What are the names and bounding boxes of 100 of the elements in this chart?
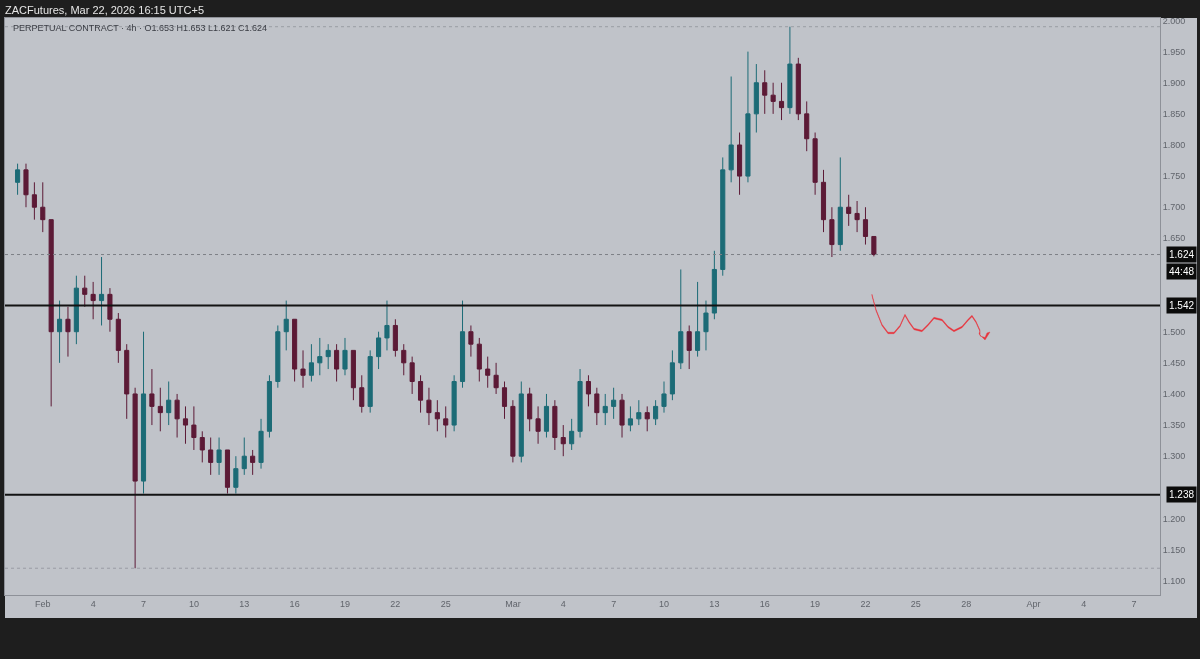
x-tick-label: 4 — [1081, 598, 1087, 609]
candlestick — [602, 393, 608, 426]
candlestick — [367, 349, 373, 414]
candlestick — [653, 399, 659, 426]
candlestick — [140, 331, 147, 495]
candlestick — [392, 318, 398, 358]
candlestick — [451, 374, 457, 432]
candlestick — [258, 418, 264, 470]
x-tick-label: 19 — [810, 598, 821, 609]
y-tick-label: 1.500 — [1162, 326, 1186, 337]
candlestick — [166, 381, 172, 426]
candlestick — [149, 368, 155, 426]
candlestick — [401, 343, 407, 376]
candlestick — [518, 381, 524, 463]
candlestick — [224, 449, 231, 495]
candlestick — [384, 300, 390, 351]
candlestick — [770, 82, 776, 115]
chart-title: ZACFutures, Mar 22, 2026 16:15 UTC+5 — [5, 4, 205, 16]
candlestick — [812, 132, 818, 196]
candlestick — [216, 437, 222, 476]
candlestick — [40, 181, 46, 233]
candlestick — [795, 57, 801, 121]
candlestick — [854, 200, 860, 233]
y-tick-label: 1.100 — [1162, 575, 1186, 586]
candlestick — [737, 132, 743, 196]
candlestick — [778, 82, 785, 121]
candlestick — [174, 393, 180, 439]
candlestick — [636, 399, 642, 426]
candlestick — [23, 163, 29, 208]
candlestick — [711, 250, 717, 320]
candlestick — [871, 235, 877, 257]
candlestick — [703, 300, 709, 351]
candlestick — [560, 424, 566, 457]
y-tick-label: 1.150 — [1162, 544, 1186, 555]
candlestick — [434, 399, 440, 432]
candlestick — [846, 194, 852, 227]
candlestick — [115, 312, 121, 364]
candlestick — [325, 343, 331, 370]
candlestick — [124, 343, 130, 420]
candlestick — [308, 343, 314, 382]
y-tick-label: 1.750 — [1162, 171, 1186, 182]
candlestick — [31, 181, 37, 221]
candlestick — [762, 69, 768, 115]
candlestick — [661, 381, 667, 414]
candlestick — [476, 337, 482, 382]
x-tick-label: 10 — [188, 598, 199, 609]
candlestick — [493, 362, 499, 395]
candlestick — [720, 156, 726, 277]
candlestick — [510, 399, 516, 463]
candlestick — [837, 156, 843, 252]
candlestick — [501, 381, 508, 420]
candlestick — [191, 405, 197, 451]
candlestick — [359, 374, 365, 414]
candlestick — [98, 256, 105, 326]
candlestick — [266, 374, 272, 439]
y-tick-label: 1.650 — [1162, 233, 1186, 244]
candlestick — [695, 281, 701, 358]
candlestick — [409, 356, 415, 395]
y-tick-label: 1.300 — [1162, 451, 1186, 462]
x-tick-label: 7 — [611, 598, 617, 609]
candlestick — [787, 26, 793, 115]
candlestick — [65, 306, 71, 358]
x-tick-label: Mar — [505, 598, 521, 609]
candlestick — [728, 76, 734, 183]
candlestick — [241, 437, 247, 476]
x-tick-label: 19 — [339, 598, 350, 609]
candlestick — [753, 63, 759, 134]
candlestick — [275, 324, 281, 389]
x-tick-label: 4 — [560, 598, 566, 609]
candlestick — [829, 206, 835, 258]
candlestick — [527, 387, 533, 432]
x-tick-label: 16 — [289, 598, 300, 609]
candlestick — [569, 418, 575, 451]
candlestick — [157, 387, 163, 432]
candlestick — [611, 387, 617, 420]
x-tick-label: 13 — [709, 598, 720, 609]
ref-line-label: 1.542 — [1169, 300, 1195, 311]
candlestick — [862, 206, 869, 246]
candlestick — [283, 300, 289, 351]
x-tick-label: 22 — [860, 598, 871, 609]
y-tick-label: 1.950 — [1162, 46, 1186, 57]
candlestick — [48, 219, 54, 407]
candlestick — [317, 337, 323, 376]
candlestick — [132, 387, 138, 569]
x-tick-label: 13 — [239, 598, 250, 609]
candlestick — [82, 275, 88, 308]
candlestick — [350, 349, 356, 401]
candlestick — [644, 405, 650, 432]
candlestick — [543, 393, 550, 439]
candlestick — [627, 405, 633, 432]
candlestick — [426, 387, 432, 426]
candlestick — [57, 300, 63, 364]
candlestick — [535, 405, 541, 445]
candlestick — [90, 281, 96, 320]
ref-line-label: 1.624 — [1169, 249, 1195, 260]
candlestick — [300, 349, 306, 389]
candlestick — [376, 331, 382, 370]
x-tick-label: 16 — [759, 598, 770, 609]
x-tick-label: 10 — [658, 598, 670, 609]
candlestick — [73, 275, 79, 345]
